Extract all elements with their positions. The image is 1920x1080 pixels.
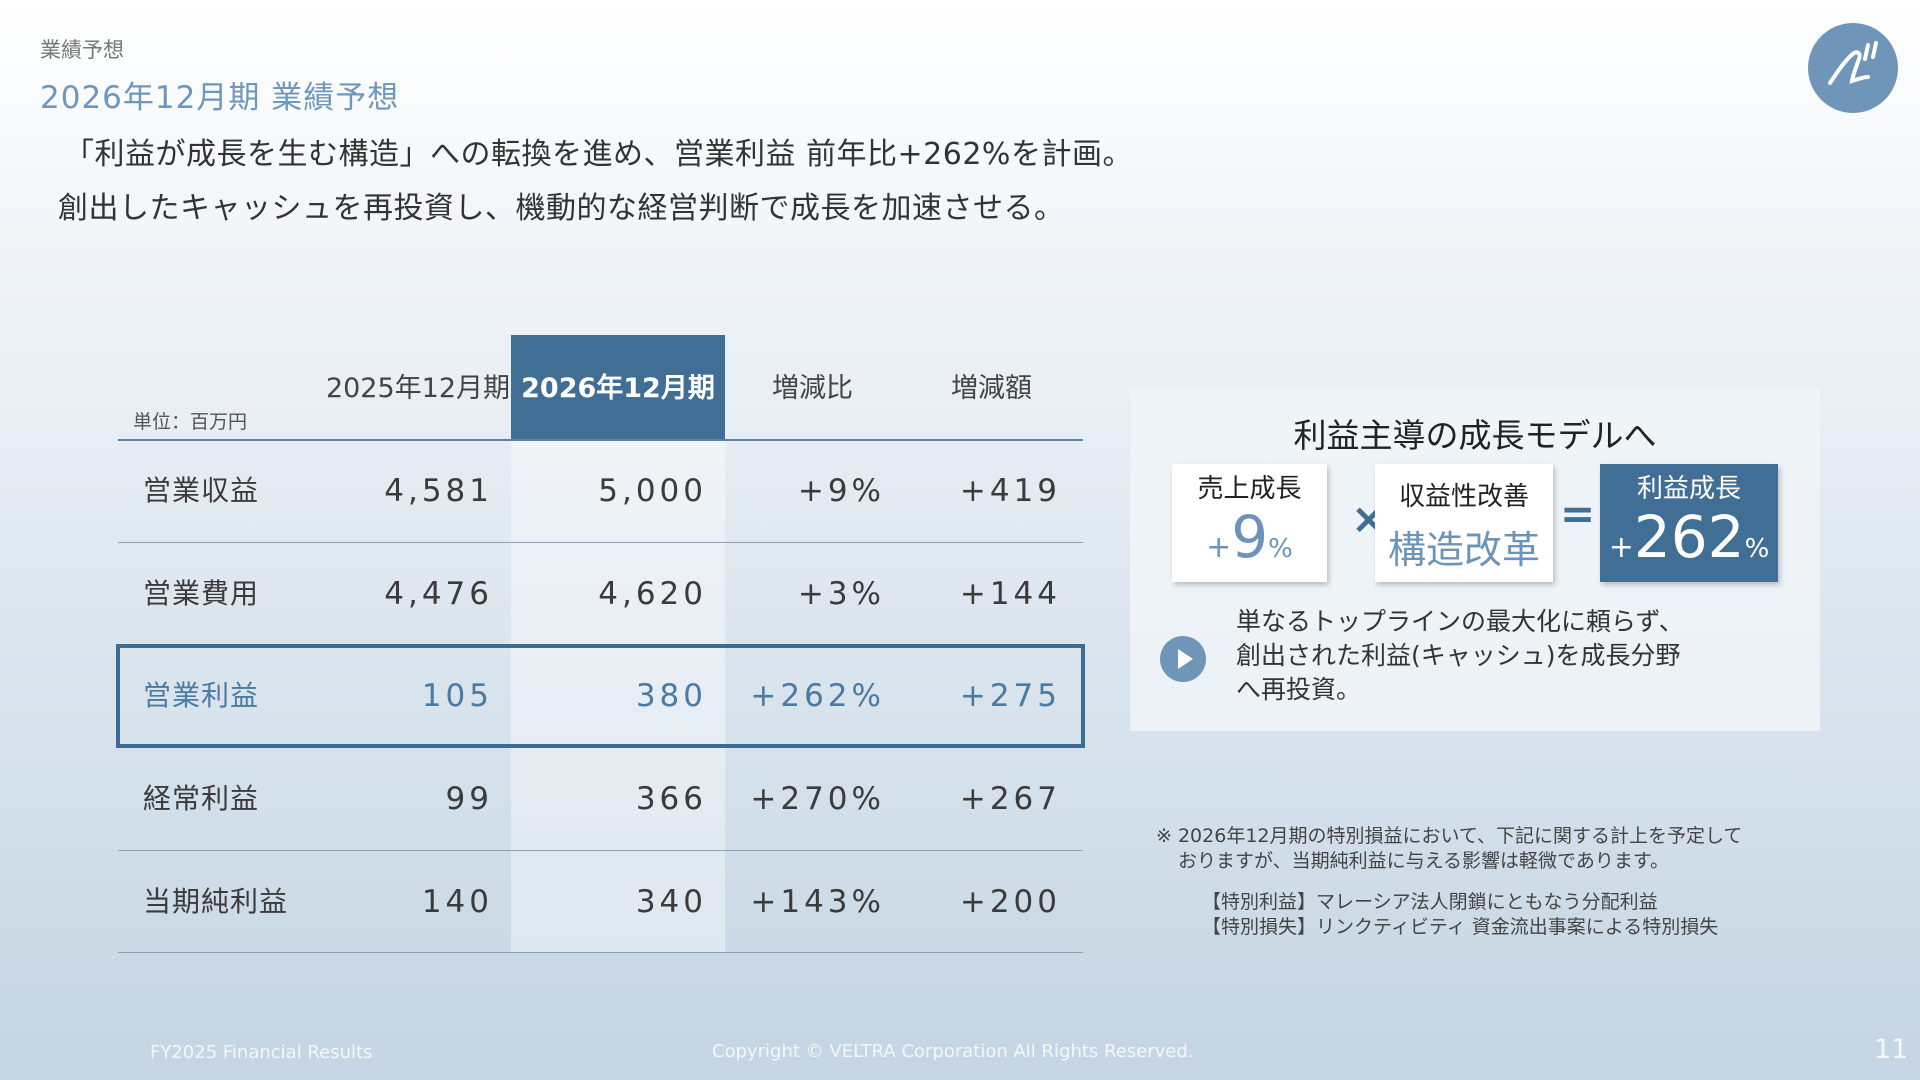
panel-note-line: 単なるトップラインの最大化に頼らず、: [1236, 607, 1684, 636]
company-logo: [1808, 23, 1898, 113]
profitability-box: 収益性改善 構造改革: [1375, 464, 1553, 582]
cell-fy2026: 366: [635, 781, 707, 817]
fy2026-header-cell: [511, 335, 725, 440]
profit-growth-plus: +: [1608, 530, 1634, 565]
operating-profit-highlight-frame: [116, 644, 1085, 748]
cell-diff: +200: [959, 884, 1061, 920]
sales-growth-plus: +: [1206, 530, 1232, 565]
row-label: 営業利益: [143, 679, 260, 712]
unit-label: 単位：百万円: [133, 411, 248, 433]
profit-growth-box: 利益成長 +262%: [1600, 464, 1778, 582]
cell-fy2025: 140: [421, 884, 493, 920]
cell-fy2026: 380: [635, 678, 707, 714]
sales-growth-value: 9: [1231, 503, 1269, 571]
equals-sign: =: [1560, 489, 1596, 538]
profit-growth-value: 262: [1633, 503, 1745, 571]
header-ratio: 増減比: [772, 373, 853, 404]
header-fy2026: 2026年12月期: [521, 373, 715, 404]
cell-diff: +144: [959, 576, 1061, 612]
cell-fy2025: 4,476: [384, 576, 493, 612]
table-top-rule: [118, 439, 1083, 441]
cell-ratio: +143%: [750, 884, 885, 920]
cell-ratio: +3%: [797, 576, 885, 612]
table-row: 当期純利益 140 340 +143% +200: [118, 851, 1083, 953]
sales-growth-percent: %: [1268, 534, 1293, 564]
footer-report-name: FY2025 Financial Results: [150, 1042, 373, 1063]
cell-fy2026: 340: [635, 884, 707, 920]
cell-fy2025: 99: [445, 781, 493, 817]
lead-text: 「利益が成長を生む構造」への転換を進め、営業利益 前年比+262%を計画。 創出…: [58, 128, 1133, 236]
cell-fy2025: 4,581: [384, 473, 493, 509]
row-label: 経常利益: [143, 782, 260, 815]
footer-copyright: Copyright © VELTRA Corporation All Right…: [712, 1041, 1194, 1062]
cell-fy2026: 5,000: [598, 473, 707, 509]
cell-fy2025: 105: [421, 678, 493, 714]
profit-growth-percent: %: [1744, 534, 1770, 564]
cell-ratio: +9%: [797, 473, 885, 509]
row-divider: [118, 542, 1083, 543]
sales-growth-title: 売上成長: [1197, 474, 1302, 504]
panel-note-line: へ再投資。: [1236, 675, 1362, 704]
panel-title: 利益主導の成長モデルへ: [1293, 416, 1657, 455]
cell-fy2026: 4,620: [598, 576, 707, 612]
row-divider: [118, 850, 1083, 851]
table-row: 経常利益 99 366 +270% +267: [118, 748, 1083, 850]
table-row: 営業費用 4,476 4,620 +3% +144: [118, 543, 1083, 645]
footnote-special-gain: 【特別利益】マレーシア法人閉鎖にともなう分配利益: [1202, 891, 1658, 913]
cell-diff: +419: [959, 473, 1061, 509]
sales-growth-box: 売上成長 +9%: [1172, 464, 1327, 582]
footnote-line: ※ 2026年12月期の特別損益において、下記に関する計上を予定して: [1156, 825, 1743, 847]
page-number: 11: [1874, 1034, 1909, 1065]
row-label: 営業収益: [143, 474, 260, 507]
header-fy2025: 2025年12月期: [325, 373, 511, 404]
play-icon: [1160, 636, 1206, 682]
footnote-special-loss: 【特別損失】リンクティビティ 資金流出事案による特別損失: [1202, 916, 1719, 938]
panel-note: 単なるトップラインの最大化に頼らず、 創出された利益(キャッシュ)を成長分野 へ…: [1236, 605, 1796, 707]
panel-note-line: 創出された利益(キャッシュ)を成長分野: [1236, 641, 1681, 670]
footnote: ※ 2026年12月期の特別損益において、下記に関する計上を予定して おりますが…: [1156, 824, 1742, 940]
growth-model-panel: 利益主導の成長モデルへ 売上成長 +9% × 収益性改善 構造改革 = 利益成長…: [1130, 389, 1820, 731]
section-label: 業績予想: [40, 38, 124, 62]
table-row-highlighted: 営業利益 105 380 +262% +275: [118, 645, 1083, 747]
cell-ratio: +262%: [750, 678, 885, 714]
cell-diff: +275: [959, 678, 1061, 714]
header-diff: 増減額: [951, 373, 1032, 404]
profit-growth-title: 利益成長: [1636, 474, 1741, 504]
table-row: 営業収益 4,581 5,000 +9% +419: [118, 440, 1083, 542]
table-bottom-rule: [118, 952, 1083, 953]
row-label: 営業費用: [143, 577, 260, 610]
profitability-title: 収益性改善: [1398, 482, 1529, 512]
lead-line-2: 創出したキャッシュを再投資し、機動的な経営判断で成長を加速させる。: [58, 191, 1065, 226]
page-title: 2026年12月期 業績予想: [40, 80, 400, 116]
profitability-value: 構造改革: [1387, 528, 1540, 572]
footnote-line: おりますが、当期純利益に与える影響は軽微であります。: [1178, 850, 1669, 872]
cell-ratio: +270%: [750, 781, 885, 817]
row-label: 当期純利益: [143, 885, 289, 918]
cell-diff: +267: [959, 781, 1061, 817]
forecast-table: 2025年12月期 2026年12月期 増減比 増減額 単位：百万円 営業収益 …: [116, 335, 1085, 953]
lead-line-1: 「利益が成長を生む構造」への転換を進め、営業利益 前年比+262%を計画。: [64, 137, 1133, 172]
